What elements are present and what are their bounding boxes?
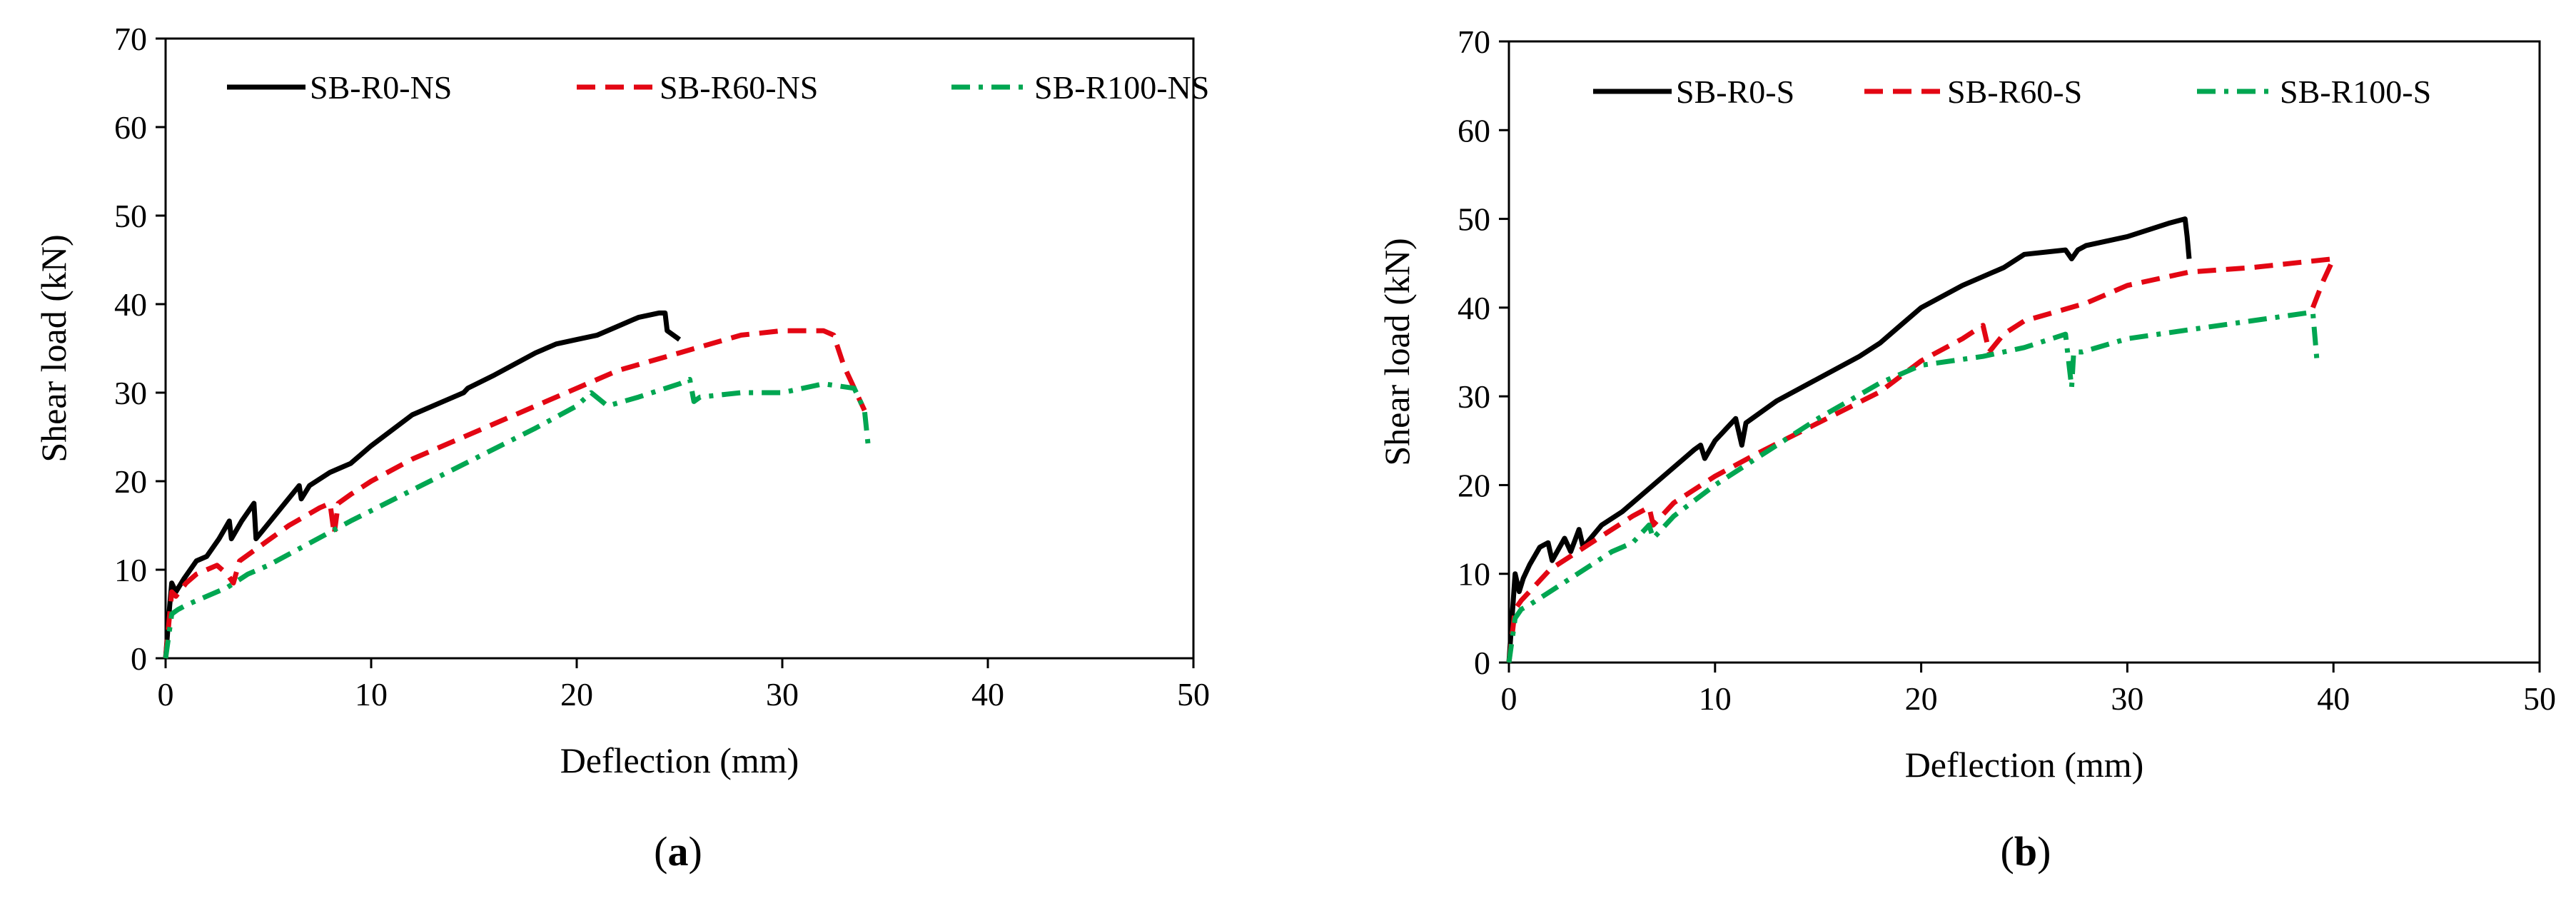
- series-line-sb-r0-ns: [163, 310, 682, 659]
- x-tick-label: 30: [766, 676, 799, 713]
- x-tick-label: 40: [971, 676, 1004, 713]
- series-line-sb-r60-s: [1506, 256, 2336, 663]
- y-axis-title: Shear load (kN): [1377, 238, 1417, 465]
- series-line-sb-r100-s: [1506, 309, 2320, 663]
- x-tick-label: 20: [560, 676, 593, 713]
- y-tick-label: 0: [1474, 645, 1490, 681]
- y-axis-title: Shear load (kN): [34, 234, 74, 462]
- x-axis-title: Deflection (mm): [560, 740, 799, 780]
- chart-panel-a: 0 10 20 30 40 50 60 70 0 10 20 30 40 50 Deflection (mm…: [34, 21, 1210, 875]
- legend-label: SB-R0-S: [1676, 74, 1794, 110]
- y-tick-label: 60: [114, 109, 147, 146]
- legend-label: SB-R0-NS: [310, 69, 452, 106]
- y-tick-label: 50: [114, 198, 147, 234]
- y-tick-label: 60: [1458, 112, 1490, 149]
- x-tick-label: 10: [355, 676, 388, 713]
- x-tick-label: 30: [2111, 680, 2143, 717]
- y-tick-label: 20: [1458, 467, 1490, 503]
- legend-label: SB-R60-NS: [660, 69, 818, 106]
- x-tick-label: 50: [1177, 676, 1210, 713]
- plot-area-frame: [164, 37, 1195, 660]
- legend-label: SB-R60-S: [1947, 74, 2082, 110]
- panel-caption: (a): [654, 828, 702, 875]
- series-line-sb-r100-ns: [163, 376, 872, 659]
- series-line-sb-r60-ns: [163, 328, 867, 659]
- legend-label: SB-R100-S: [2280, 74, 2431, 110]
- series-line-sb-r0-s: [1506, 216, 2192, 663]
- x-axis-title: Deflection (mm): [1905, 745, 2144, 785]
- x-tick-label: 10: [1699, 680, 1732, 717]
- legend: SB-R0-NS SB-R60-NS SB-R100-NS: [227, 69, 1209, 106]
- y-tick-label: 30: [114, 375, 147, 411]
- y-tick-label: 70: [114, 21, 147, 57]
- y-tick-label: 70: [1458, 24, 1490, 60]
- legend-label: SB-R100-NS: [1034, 69, 1209, 106]
- y-tick-label: 10: [114, 552, 147, 588]
- x-tick-label: 0: [1501, 680, 1517, 717]
- x-tick-label: 0: [158, 676, 174, 713]
- panel-caption: (b): [2001, 828, 2051, 875]
- y-tick-label: 10: [1458, 556, 1490, 593]
- y-tick-label: 40: [1458, 290, 1490, 326]
- legend: SB-R0-S SB-R60-S SB-R100-S: [1593, 74, 2431, 110]
- y-tick-label: 50: [1458, 201, 1490, 238]
- x-tick-label: 40: [2317, 680, 2350, 717]
- y-tick-label: 20: [114, 463, 147, 500]
- x-tick-label: 20: [1905, 680, 1938, 717]
- x-tick-label: 50: [2523, 680, 2556, 717]
- y-tick-label: 0: [131, 640, 147, 677]
- plot-area-frame: [1507, 40, 2541, 664]
- y-tick-label: 40: [114, 286, 147, 323]
- y-tick-label: 30: [1458, 378, 1490, 415]
- chart-panel-b: 0 10 20 30 40 50 60 70 0 10 20 30 40 50 Deflection (mm…: [1377, 24, 2556, 875]
